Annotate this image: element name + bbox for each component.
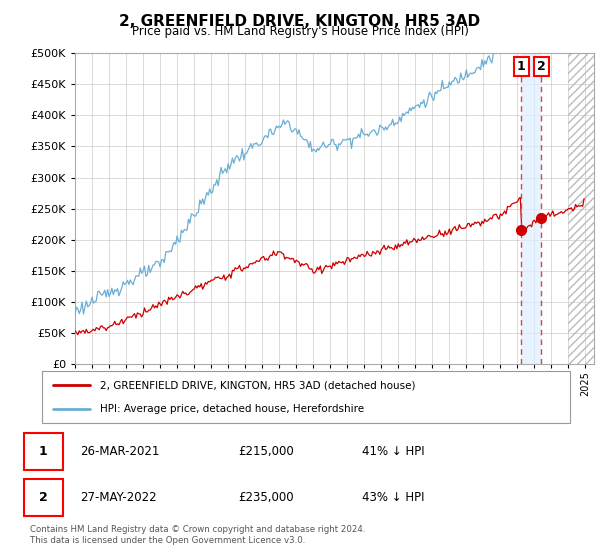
FancyBboxPatch shape (42, 371, 570, 423)
Text: Contains HM Land Registry data © Crown copyright and database right 2024.
This d: Contains HM Land Registry data © Crown c… (30, 525, 365, 545)
Text: 1: 1 (517, 60, 526, 73)
Text: Price paid vs. HM Land Registry's House Price Index (HPI): Price paid vs. HM Land Registry's House … (131, 25, 469, 38)
FancyBboxPatch shape (23, 433, 63, 470)
Text: 2, GREENFIELD DRIVE, KINGTON, HR5 3AD: 2, GREENFIELD DRIVE, KINGTON, HR5 3AD (119, 14, 481, 29)
FancyBboxPatch shape (23, 479, 63, 516)
Text: £215,000: £215,000 (238, 445, 294, 458)
Text: 41% ↓ HPI: 41% ↓ HPI (362, 445, 425, 458)
Text: 27-MAY-2022: 27-MAY-2022 (80, 491, 157, 504)
Text: £235,000: £235,000 (238, 491, 293, 504)
Text: 1: 1 (39, 445, 48, 458)
Bar (568, 53, 600, 364)
Text: 43% ↓ HPI: 43% ↓ HPI (362, 491, 425, 504)
Text: 26-MAR-2021: 26-MAR-2021 (80, 445, 160, 458)
Text: 2, GREENFIELD DRIVE, KINGTON, HR5 3AD (detached house): 2, GREENFIELD DRIVE, KINGTON, HR5 3AD (d… (100, 380, 416, 390)
Text: 2: 2 (39, 491, 48, 504)
Text: HPI: Average price, detached house, Herefordshire: HPI: Average price, detached house, Here… (100, 404, 364, 414)
Bar (521, 53, 541, 364)
Text: 2: 2 (537, 60, 546, 73)
